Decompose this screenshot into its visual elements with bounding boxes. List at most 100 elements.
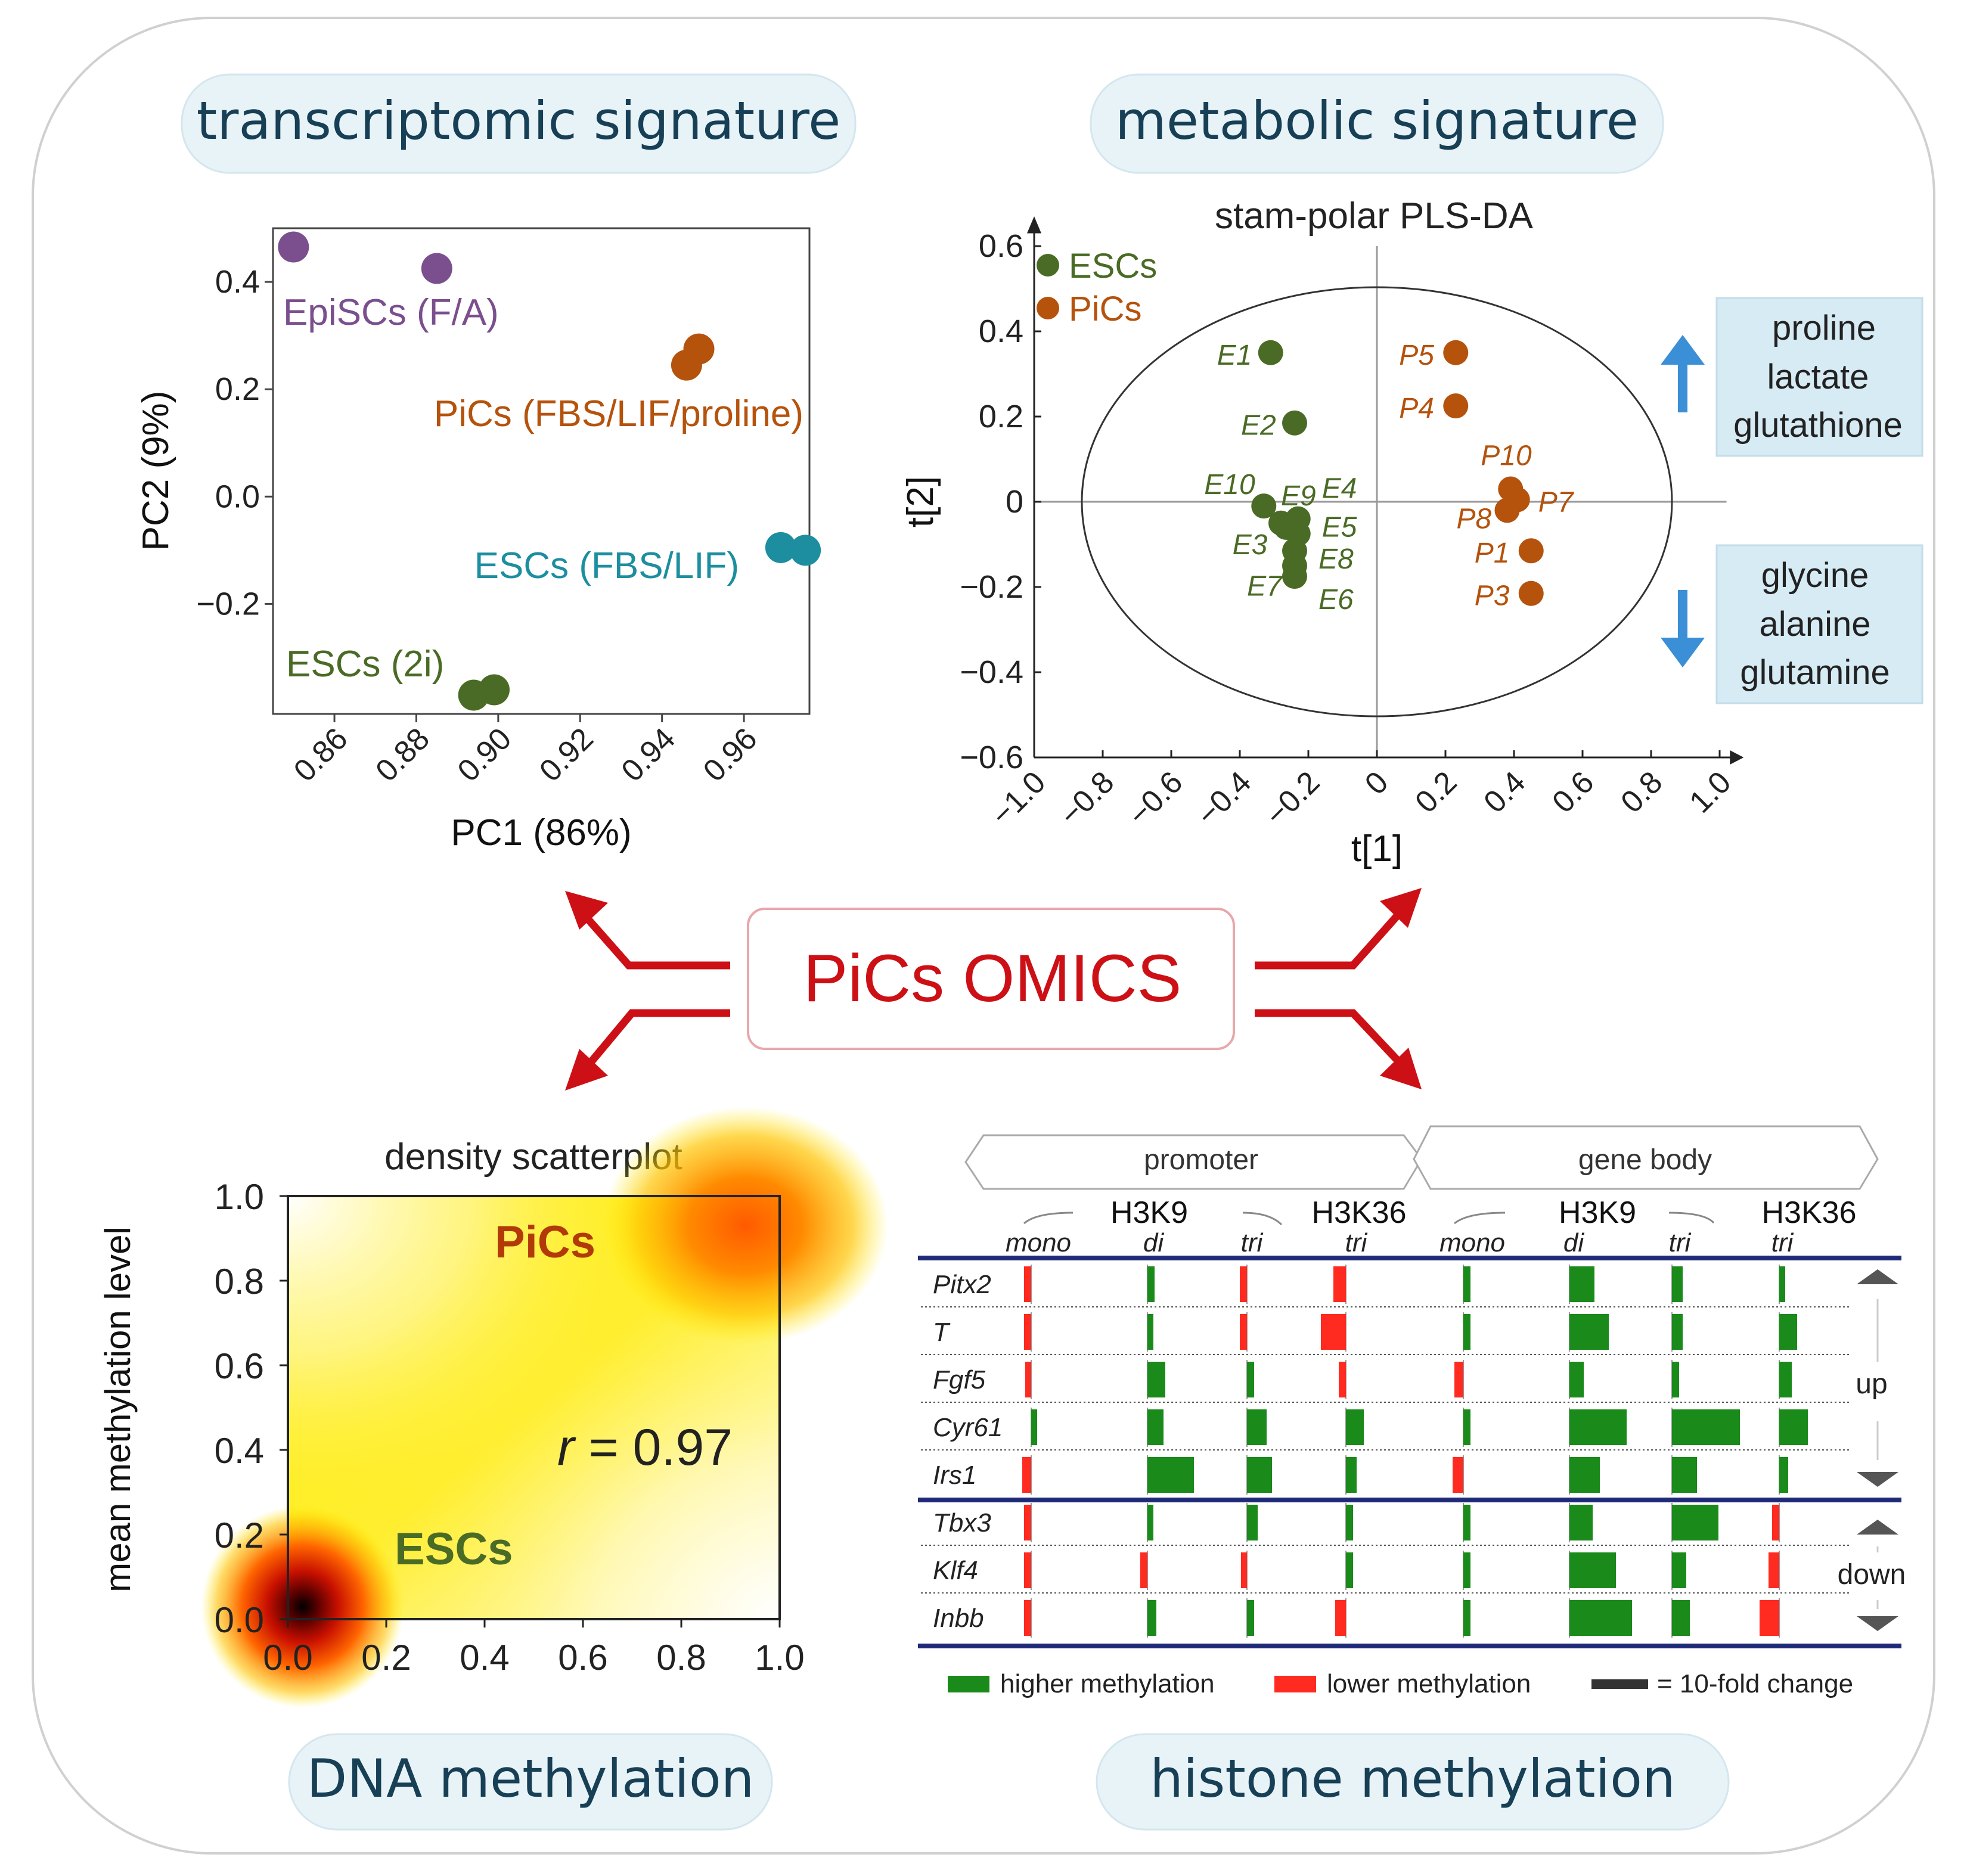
legend-scale-label: = 10-fold change — [1657, 1669, 1853, 1698]
pca-y-tick-label: −0.2 — [196, 586, 260, 622]
plsda-x-axis-arrow-icon — [1730, 750, 1743, 765]
density-y-tick-label: 1.0 — [215, 1177, 264, 1217]
plsda-escs-label: E1 — [1217, 340, 1252, 371]
plsda-y-tick-label: −0.2 — [960, 569, 1023, 605]
plsda-escs-label: E3 — [1233, 529, 1268, 561]
bar-higher — [1031, 1409, 1037, 1445]
plsda-escs-label: E6 — [1318, 584, 1354, 616]
bar-lower — [1140, 1552, 1147, 1588]
plsda-x-tick-label: 0.6 — [1546, 765, 1600, 819]
bar-higher — [1569, 1362, 1584, 1397]
plsda-points: E1E2E10 E9 E4E5E3 E8E7 E6P5P4P10P7P8P1P3 — [1204, 340, 1575, 616]
pca-x-tick-label: 0.92 — [533, 721, 600, 788]
bar-lower — [1241, 1552, 1247, 1588]
metabolite-down-2: alanine — [1759, 605, 1870, 644]
metabolites-down-box: glycine alanine glutamine — [1717, 545, 1922, 703]
bar-lower — [1454, 1362, 1463, 1397]
metabolite-up-3: glutathione — [1733, 406, 1903, 445]
bar-higher — [1672, 1266, 1683, 1302]
svg-text:promoter: promoter — [1144, 1144, 1258, 1176]
plsda-pics-point — [1495, 498, 1520, 523]
plsda-escs-point — [1258, 340, 1283, 365]
svg-text:histone methylation: histone methylation — [1150, 1748, 1675, 1809]
bar-lower — [1760, 1600, 1779, 1636]
plsda-escs-point — [1274, 515, 1299, 540]
plsda-escs-label: E4 — [1322, 473, 1357, 505]
plsda-pics-label: P7 — [1538, 486, 1575, 518]
density-label-pics: PiCs — [495, 1217, 595, 1268]
legend-lower-swatch — [1274, 1676, 1316, 1692]
bar-higher — [1672, 1505, 1718, 1540]
title-metabolic: metabolic signature — [1091, 74, 1663, 173]
pca-label-escs-2i: ESCs (2i) — [286, 644, 444, 685]
bar-higher — [1569, 1505, 1593, 1540]
histone-column-label: mono — [1006, 1228, 1071, 1257]
up-top-arrow-icon — [1857, 1269, 1898, 1284]
svg-text:transcriptomic signature: transcriptomic signature — [197, 90, 841, 151]
bar-lower — [1022, 1457, 1031, 1493]
bar-higher — [1569, 1457, 1600, 1493]
omics-figure: transcriptomic signature metabolic signa… — [0, 0, 1967, 1876]
plsda-y-tick-label: 0.4 — [979, 313, 1023, 349]
bar-higher — [1779, 1409, 1808, 1445]
bar-lower — [1335, 1600, 1346, 1636]
histone-legend: higher methylation lower methylation = 1… — [948, 1669, 1853, 1698]
pca-y-tick-label: 0.0 — [215, 479, 260, 514]
density-x-tick-label: 0.0 — [263, 1638, 312, 1678]
histone-column-label: tri — [1345, 1228, 1368, 1257]
legend-higher-swatch — [948, 1676, 989, 1692]
bar-higher — [1672, 1314, 1683, 1350]
gene-label: Inbb — [933, 1604, 984, 1633]
bar-higher — [1569, 1266, 1594, 1302]
pca-point — [421, 253, 452, 284]
bar-lower — [1772, 1505, 1779, 1540]
bar-higher — [1346, 1552, 1353, 1588]
arrow-up-icon — [1661, 335, 1705, 412]
bar-higher — [1147, 1600, 1156, 1636]
plsda-y-tick-label: 0.6 — [979, 228, 1023, 264]
mark-h3k36-genebody: H3K36 — [1762, 1195, 1857, 1230]
bar-higher — [1247, 1600, 1254, 1636]
pca-y-tick-label: 0.4 — [215, 264, 260, 300]
pca-point — [479, 674, 510, 705]
density-x-tick-label: 0.2 — [361, 1638, 411, 1678]
bar-lower — [1024, 1552, 1031, 1588]
pca-point — [790, 535, 821, 566]
bar-higher — [1569, 1409, 1627, 1445]
bar-higher — [1463, 1409, 1470, 1445]
bar-higher — [1672, 1409, 1740, 1445]
plsda-pics-point — [1443, 340, 1468, 365]
plsda-x-tick-label: 1.0 — [1683, 765, 1738, 819]
histone-column-label: tri — [1241, 1228, 1264, 1257]
bar-higher — [1569, 1552, 1616, 1588]
pca-point — [278, 232, 309, 263]
plsda-escs-label: E2 — [1241, 410, 1276, 442]
bar-higher — [1672, 1552, 1686, 1588]
navy-rules — [918, 1256, 1901, 1648]
pca-chart: 0.86 0.88 0.90 0.92 0.94 0.960.40.20.0−0.2 Ep… — [135, 228, 821, 853]
plsda-title: stam-polar PLS-DA — [1215, 195, 1534, 237]
density-y-tick-label: 0.2 — [215, 1515, 264, 1555]
pca-x-tick-label: 0.94 — [615, 721, 682, 788]
pca-x-tick-label: 0.86 — [287, 721, 355, 788]
density-label-escs: ESCs — [395, 1524, 513, 1574]
plsda-pics-label: P10 — [1481, 440, 1532, 472]
bar-lower — [1024, 1314, 1031, 1350]
density-r-value: r = 0.97 — [557, 1419, 733, 1476]
region-promoter: promoter — [966, 1135, 1422, 1189]
metabolite-down-3: glutamine — [1740, 653, 1890, 692]
down-bottom-arrow-icon — [1857, 1616, 1898, 1631]
pca-point — [671, 350, 702, 381]
plsda-x-tick-label: −0.8 — [1053, 765, 1121, 833]
gene-label: Pitx2 — [933, 1270, 991, 1299]
svg-text:PiCs OMICS: PiCs OMICS — [803, 941, 1182, 1015]
svg-text:metabolic signature: metabolic signature — [1115, 90, 1639, 151]
histone-column-label: mono — [1439, 1228, 1505, 1257]
plsda-pics-label: P5 — [1399, 340, 1434, 371]
region-gene-body: gene body — [1414, 1126, 1878, 1189]
bar-higher — [1147, 1362, 1165, 1397]
bar-higher — [1247, 1457, 1272, 1493]
center-box: PiCs OMICS — [748, 909, 1234, 1049]
histone-column-label: tri — [1669, 1228, 1692, 1257]
svg-text:DNA methylation: DNA methylation — [307, 1748, 755, 1809]
